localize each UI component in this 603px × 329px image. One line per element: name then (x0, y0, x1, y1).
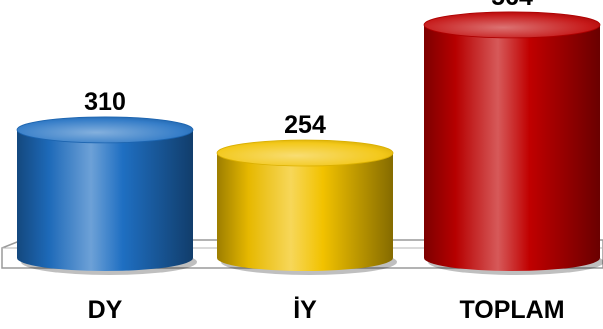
data-label: 310 (84, 88, 126, 116)
data-labels: 310 254 564 (84, 0, 533, 139)
data-label: 254 (284, 111, 326, 139)
bar-body (217, 153, 393, 271)
bar-body (17, 129, 193, 271)
data-label: 564 (491, 0, 533, 11)
category-labels: DY İY TOPLAM (88, 296, 565, 324)
bar-toplam (423, 11, 603, 275)
bar-body (424, 24, 600, 271)
bar-top (216, 139, 394, 167)
bar-i̇y (216, 139, 397, 275)
bar-dy (16, 116, 197, 275)
bars (16, 11, 603, 275)
category-label: TOPLAM (459, 296, 564, 324)
category-label: DY (88, 296, 123, 324)
category-label: İY (293, 296, 317, 324)
bar-top (423, 11, 601, 39)
bar-top (16, 116, 194, 144)
